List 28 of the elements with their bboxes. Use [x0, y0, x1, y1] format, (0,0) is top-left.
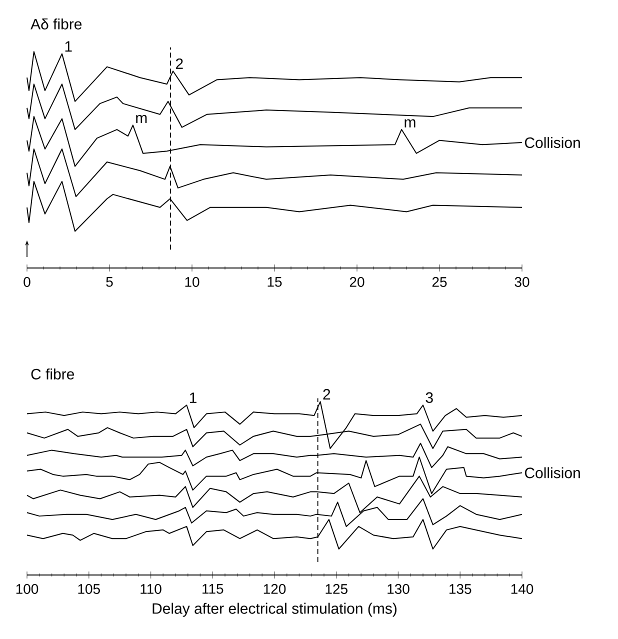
x-tick-label: 10 [185, 277, 200, 287]
x-tick-label: 110 [140, 584, 162, 594]
annotation: 1 [190, 392, 196, 403]
x-tick-label: 25 [432, 277, 447, 287]
annotation: m [136, 114, 147, 124]
x-tick-label: 120 [264, 584, 286, 594]
x-tick-label: 105 [78, 584, 100, 594]
annotation: Collision [524, 467, 580, 478]
annotation: 2 [323, 388, 330, 400]
chart-title: C fibre [31, 368, 74, 380]
annotation: 3 [426, 392, 433, 403]
x-tick-label: 130 [388, 584, 410, 594]
chart-title: Aδ fibre [30, 18, 82, 30]
annotation: m [404, 119, 416, 128]
x-tick-label: 5 [106, 277, 113, 287]
x-tick-label: 115 [202, 584, 224, 594]
annotation: 2 [176, 58, 183, 69]
x-tick-label: 140 [511, 584, 534, 594]
x-tick-label: 20 [350, 277, 364, 287]
x-tick-label: 15 [268, 277, 282, 287]
annotation: Collision [524, 137, 580, 148]
x-tick-label: 135 [450, 584, 472, 594]
x-tick-label: 100 [16, 584, 38, 594]
x-tick-label: 30 [514, 277, 530, 287]
x-axis-title: Delay after electrical stimulation (ms) [152, 602, 396, 617]
annotation: 1 [65, 41, 72, 52]
x-tick-label: 0 [24, 277, 30, 287]
x-tick-label: 125 [326, 584, 348, 594]
